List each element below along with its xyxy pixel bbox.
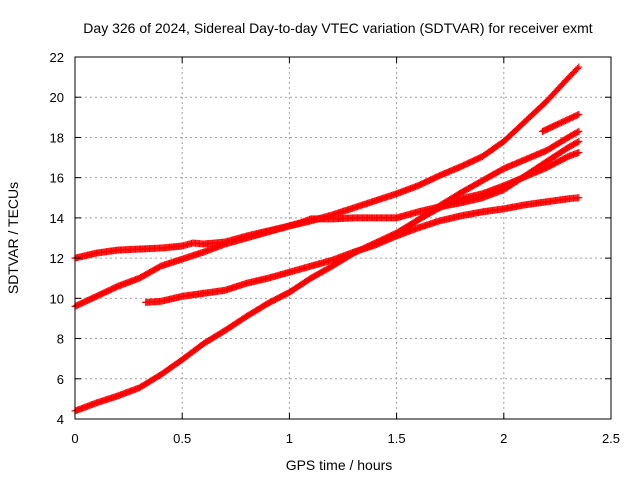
data-point <box>575 110 583 118</box>
y-tick-label: 4 <box>57 412 64 427</box>
data-point <box>574 138 581 146</box>
y-tick-label: 6 <box>57 372 64 387</box>
series-track-4 <box>71 127 583 415</box>
grid <box>75 57 611 419</box>
series-track-5 <box>393 149 583 240</box>
x-tick-label: 1 <box>286 431 293 446</box>
data-point <box>575 194 583 202</box>
y-tick-label: 14 <box>50 211 64 226</box>
y-tick-label: 20 <box>50 90 64 105</box>
data-point <box>575 127 583 135</box>
data-point <box>574 64 581 72</box>
series-track-1 <box>71 137 583 262</box>
x-tick-label: 0 <box>71 431 78 446</box>
series-track-2 <box>71 63 583 310</box>
y-tick-label: 16 <box>50 171 64 186</box>
x-tick-label: 2.5 <box>602 431 620 446</box>
data-point <box>575 149 583 157</box>
x-tick-label: 1.5 <box>388 431 406 446</box>
series-track-6 <box>538 110 583 135</box>
x-tick-label: 2 <box>500 431 507 446</box>
y-tick-label: 18 <box>50 130 64 145</box>
y-tick-label: 8 <box>57 332 64 347</box>
x-axis-label: GPS time / hours <box>286 457 393 473</box>
y-tick-label: 12 <box>50 251 64 266</box>
y-tick-label: 10 <box>50 291 64 306</box>
data-point <box>575 63 583 71</box>
data-point <box>574 111 581 119</box>
series-layer <box>71 63 583 415</box>
data-point <box>575 137 583 145</box>
x-tick-label: 0.5 <box>173 431 191 446</box>
axis-ticks: 0 0.5 1 1.5 2 2.5 4 6 8 10 12 14 16 18 20 22 <box>50 50 621 446</box>
y-axis-label: SDTVAR / TECUs <box>5 182 21 294</box>
chart-title: Day 326 of 2024, Sidereal Day-to-day VTE… <box>83 20 592 36</box>
series-track-3 <box>142 194 583 306</box>
y-tick-label: 22 <box>50 50 64 65</box>
plot-frame <box>74 56 612 420</box>
data-point <box>574 128 581 136</box>
